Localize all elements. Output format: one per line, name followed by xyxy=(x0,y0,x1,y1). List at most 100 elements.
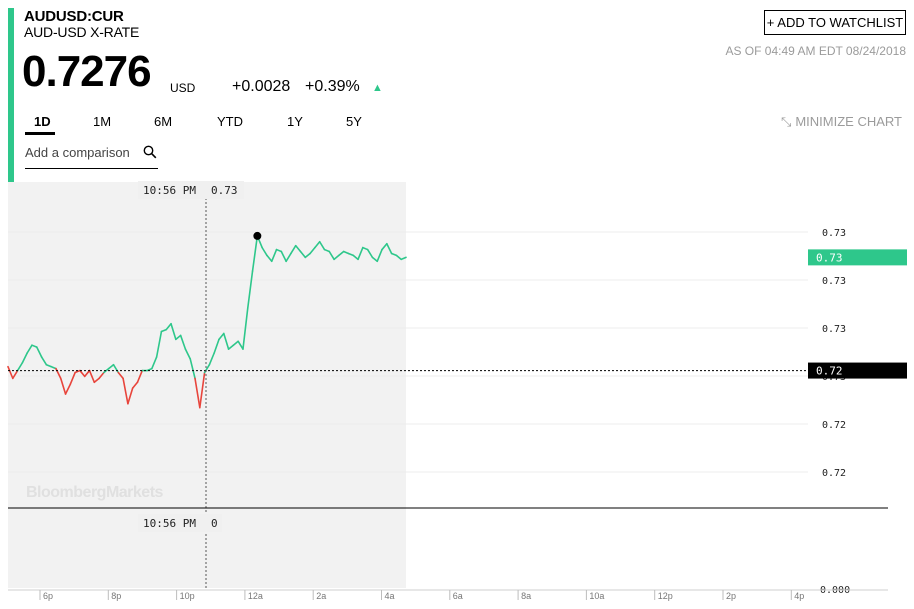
tab-6m[interactable]: 6M xyxy=(154,114,173,129)
comparison-search-field[interactable]: Add a comparison xyxy=(25,142,158,169)
active-tab-indicator xyxy=(25,132,55,135)
price-line-segment xyxy=(290,244,297,255)
x-tick-label: 6a xyxy=(453,591,463,601)
x-tick-label: 2p xyxy=(726,591,736,601)
price-line-segment xyxy=(318,240,326,251)
last-price: 0.7276 xyxy=(22,47,152,96)
price-line-segment xyxy=(31,344,38,348)
price-line-segment xyxy=(131,381,139,389)
price-line-segment xyxy=(294,244,302,253)
x-tick-label: 10a xyxy=(589,591,604,601)
crosshair-price-box xyxy=(138,181,244,199)
price-line-segment xyxy=(98,371,105,380)
minimize-chart-label: MINIMIZE CHART xyxy=(795,114,902,129)
price-line-segment xyxy=(26,344,33,354)
price-line-segment xyxy=(160,328,168,333)
price-line-segment xyxy=(45,363,52,368)
last-price-label: 0.73 xyxy=(816,251,843,264)
price-line-segment xyxy=(69,371,76,386)
price-line-segment xyxy=(213,338,220,354)
price-line-segment xyxy=(7,365,14,380)
ticker-symbol: AUDUSD:CUR xyxy=(24,8,124,25)
price-line-segment xyxy=(357,246,364,261)
price-line-segment xyxy=(299,250,307,259)
price-line-segment xyxy=(11,369,19,380)
price-line-segment xyxy=(309,246,316,255)
add-to-watchlist-button[interactable]: + ADD TO WATCHLIST xyxy=(764,10,906,35)
price-line-segment xyxy=(117,371,124,380)
price-line-segment xyxy=(170,322,177,341)
price-line-segment xyxy=(400,256,407,261)
price-line-segment xyxy=(386,242,393,255)
price-line-segment xyxy=(74,369,81,374)
x-tick-label: 12a xyxy=(248,591,263,601)
price-line-segment xyxy=(232,340,239,346)
crosshair-time-label: 10:56 PM xyxy=(143,184,196,197)
price-line-segment xyxy=(83,369,91,378)
price-line-segment xyxy=(218,332,225,341)
price-line-segment xyxy=(371,256,379,263)
price-line-segment xyxy=(237,340,244,350)
x-tick-label: 4p xyxy=(794,591,804,601)
x-tick-label: 6p xyxy=(43,591,53,601)
y-axis-label: 0.73 xyxy=(822,228,846,239)
price-line-segment xyxy=(314,240,321,249)
price-line-segment xyxy=(88,369,96,384)
price-line-segment xyxy=(246,270,254,309)
pair-name: AUD-USD X-RATE xyxy=(24,24,140,40)
price-line-segment xyxy=(376,248,383,263)
price-line-segment xyxy=(59,377,67,395)
price-line-segment xyxy=(21,352,28,364)
x-tick-label: 8p xyxy=(111,591,121,601)
tab-1m[interactable]: 1M xyxy=(93,114,112,129)
price-line-segment xyxy=(270,248,278,263)
tab-1y[interactable]: 1Y xyxy=(287,114,303,129)
comparison-placeholder: Add a comparison xyxy=(25,145,130,160)
price-line-segment xyxy=(227,344,235,350)
price-line-segment xyxy=(266,254,273,263)
price-line-segment xyxy=(323,248,331,253)
minimize-chart-button[interactable]: ⤡ MINIMIZE CHART xyxy=(781,114,906,130)
price-line-segment xyxy=(208,352,215,366)
price-line-segment xyxy=(35,346,43,358)
price-line-segment xyxy=(136,369,144,384)
price-line-segment xyxy=(261,246,268,257)
price-line-segment xyxy=(304,252,311,259)
price-line-segment xyxy=(352,254,359,261)
price-line-segment xyxy=(366,248,374,259)
price-line-segment xyxy=(395,254,403,261)
price-line-segment xyxy=(175,334,182,341)
price-line-segment xyxy=(79,369,86,378)
price-line-segment xyxy=(328,250,335,261)
price-line-segment xyxy=(165,322,172,331)
price-line-segment xyxy=(179,334,187,350)
previous-close-badge xyxy=(808,362,907,379)
price-line-segment xyxy=(93,377,100,384)
crosshair-volume-time-label: 10:56 PM xyxy=(143,517,196,530)
x-tick-label: 10p xyxy=(180,591,195,601)
price-line-segment xyxy=(127,387,134,405)
tab-1d[interactable]: 1D xyxy=(34,114,51,129)
tab-5y[interactable]: 5Y xyxy=(346,114,362,129)
price-line-segment xyxy=(112,363,120,374)
price-line-segment xyxy=(242,307,249,350)
price-line-segment xyxy=(103,367,110,374)
price-line-segment xyxy=(184,348,192,360)
crosshair-volume-box xyxy=(138,514,222,532)
crosshair-price-value: 0.73 xyxy=(211,184,238,197)
tab-ytd[interactable]: YTD xyxy=(217,114,243,129)
price-line-segment xyxy=(194,377,201,409)
price-unit: USD xyxy=(170,81,196,95)
price-line-segment xyxy=(155,330,163,358)
x-tick-label: 8a xyxy=(521,591,531,601)
price-line-segment xyxy=(107,363,115,370)
search-icon[interactable] xyxy=(143,145,157,159)
price-line-segment xyxy=(122,377,129,405)
price-line-segment xyxy=(222,332,230,350)
price-change: +0.0028 xyxy=(232,78,291,95)
price-line-segment xyxy=(347,252,355,257)
price-line-segment xyxy=(285,252,292,263)
x-tick-label: 2a xyxy=(316,591,326,601)
price-line-segment xyxy=(40,356,48,366)
